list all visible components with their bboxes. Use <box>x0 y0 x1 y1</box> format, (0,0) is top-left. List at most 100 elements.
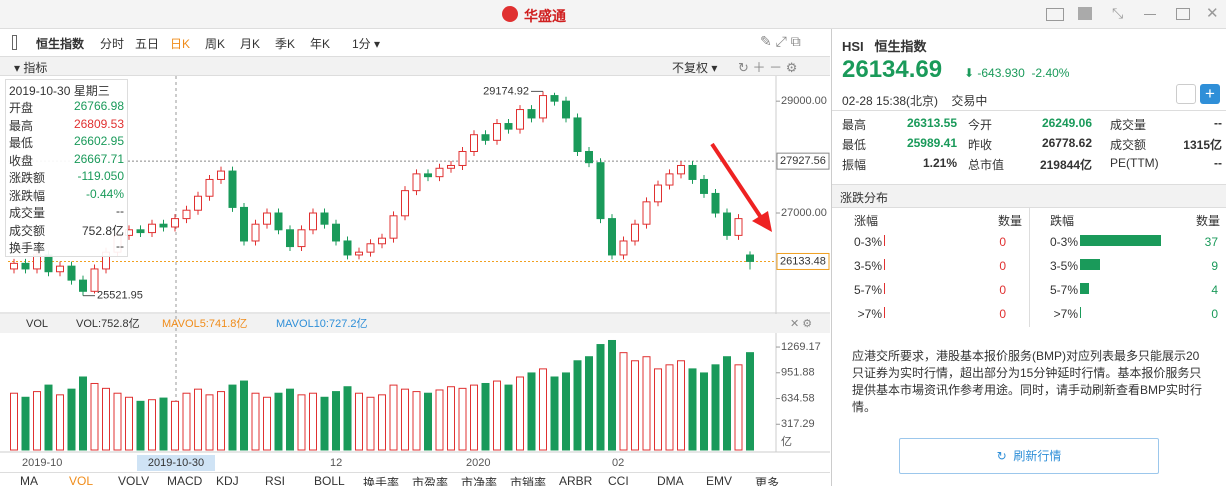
candle-body <box>182 209 191 220</box>
candle-body <box>504 123 513 130</box>
info-value: -- <box>116 239 124 253</box>
minimize-icon[interactable] <box>1144 14 1156 15</box>
indicator-tab[interactable]: KDJ <box>216 474 239 486</box>
volume-bar <box>723 356 731 451</box>
indicator-tab[interactable]: ARBR <box>559 474 593 486</box>
candle-body <box>608 218 616 256</box>
volume-bar <box>389 384 398 451</box>
volume-bar <box>159 397 168 451</box>
stat-value: 1.21% <box>922 156 957 170</box>
stat-value: 26313.55 <box>906 116 957 130</box>
volume-bar <box>251 392 260 451</box>
dist-count: 4 <box>1211 283 1218 297</box>
shrink-icon[interactable]: ⤡ <box>1112 5 1124 21</box>
indicator-tabs: MA VOL VOLV MACD KDJ RSI BOLL 换手率 市盈率 市净率 市销率 ARBR C… <box>0 472 830 486</box>
time: 02-28 15:38(北京) <box>842 94 939 108</box>
dist-count: 0 <box>1211 307 1218 321</box>
candle-body <box>79 279 87 292</box>
indicator-tab[interactable]: VOL <box>69 474 94 486</box>
sidebar-toggle[interactable] <box>12 35 17 50</box>
shirt-icon[interactable] <box>1078 7 1092 20</box>
indicator-tab[interactable]: DMA <box>657 474 684 486</box>
indicator-tab[interactable]: BOLL <box>314 474 345 486</box>
period-tab[interactable]: 年K <box>310 37 331 51</box>
candle-body <box>539 95 547 119</box>
indicator-tab[interactable]: EMV <box>706 474 733 486</box>
candle-body <box>217 170 225 180</box>
cursor-tag <box>137 455 215 471</box>
candle-body <box>309 212 317 231</box>
candle-body <box>56 265 64 273</box>
volume-bar <box>412 391 421 451</box>
price-tag-label: 26133.48 <box>780 255 826 267</box>
adjust[interactable]: 不复权 <box>672 61 709 75</box>
candle-body <box>136 229 145 234</box>
maximize-icon[interactable] <box>1176 8 1190 20</box>
candle-body <box>401 190 409 217</box>
candle-body <box>171 218 179 228</box>
period-tab[interactable]: 分时 <box>100 37 125 51</box>
candle-body <box>44 254 53 273</box>
indicator-tab[interactable]: MACD <box>167 474 203 486</box>
period-tab[interactable]: 月K <box>240 37 261 51</box>
info-value: 26602.95 <box>73 134 124 148</box>
indicator-tab[interactable]: 市盈率 <box>412 476 449 486</box>
volume-bar <box>320 396 329 451</box>
stat-label: 今开 <box>968 118 993 132</box>
stats: 最高 26313.55 今开 26249.06 成交量 -- 最低 25989.41 昨收 267… <box>832 112 1226 178</box>
indicator-tab[interactable]: MA <box>20 474 38 486</box>
candle-body <box>424 173 432 178</box>
indicator-tab[interactable]: VOLV <box>118 474 150 486</box>
info-value: -119.050 <box>77 169 124 183</box>
add-button[interactable]: + <box>1200 84 1220 104</box>
vol-icons: ✕ ⚙ <box>790 318 812 330</box>
period-tab[interactable]: 季K <box>275 37 296 51</box>
indicator-tab[interactable]: 更多 <box>755 476 780 486</box>
tool-icons[interactable]: ✎ ⤢ ⧉ <box>760 33 801 49</box>
indicator-tab[interactable]: 市净率 <box>461 476 498 486</box>
candle-body <box>286 229 294 248</box>
indicator-label[interactable]: 指标 <box>23 61 48 75</box>
stat-label: PE(TTM) <box>1110 156 1159 170</box>
indicator-tab[interactable]: 市销率 <box>510 476 547 486</box>
candle-body <box>389 215 398 239</box>
info-date: 2019-10-30 星期三 <box>9 84 110 98</box>
indicator-toggle[interactable]: ▾ 指标 <box>14 61 48 75</box>
candle-body <box>21 262 30 270</box>
brand-name: 华盛通 <box>524 8 566 24</box>
interval-select[interactable]: 1分 ▾ <box>352 37 381 51</box>
close-icon[interactable]: ✕ <box>1206 5 1219 22</box>
interval[interactable]: 1分 <box>352 37 371 51</box>
chart-icons[interactable]: ↻ ＋ － ⚙ <box>738 60 798 75</box>
period-tab[interactable]: 五日 <box>135 37 160 51</box>
indicator-tab[interactable]: RSI <box>265 474 286 486</box>
candle-body <box>665 173 674 186</box>
adjust-select[interactable]: 不复权 ▾ <box>672 61 718 75</box>
info-label: 换手率 <box>9 241 46 255</box>
info-value: 26809.53 <box>73 116 124 131</box>
refresh-label[interactable]: 刷新行情 <box>1013 449 1062 463</box>
period-tab[interactable]: 周K <box>205 37 226 51</box>
dist-range: 3-5% <box>1049 259 1078 273</box>
indicator-tab[interactable]: CCI <box>608 474 629 486</box>
volume-bar <box>585 356 593 451</box>
volume-bar <box>79 376 87 451</box>
vol-legend: VOL:752.8亿 <box>76 317 140 330</box>
volume-bar <box>21 396 30 451</box>
arrow-head <box>752 211 772 232</box>
candle-body <box>596 162 605 220</box>
alert-button[interactable] <box>1176 84 1196 104</box>
volume-bar <box>596 344 605 451</box>
mail-icon[interactable] <box>1046 8 1064 21</box>
refresh-button[interactable]: ↻ 刷新行情 <box>899 438 1159 474</box>
period-tab[interactable]: 日K <box>170 37 191 51</box>
volume-bar <box>734 364 743 451</box>
candle-body <box>274 212 283 231</box>
indicator-tab[interactable]: 换手率 <box>363 476 400 486</box>
volume-bar <box>550 376 559 451</box>
indicator-bar <box>0 57 830 76</box>
vol-legend: MAVOL10:727.2亿 <box>276 317 368 330</box>
volume-bar <box>90 382 99 451</box>
volume-bar <box>677 360 685 451</box>
last-price: 26134.69 <box>842 56 943 83</box>
